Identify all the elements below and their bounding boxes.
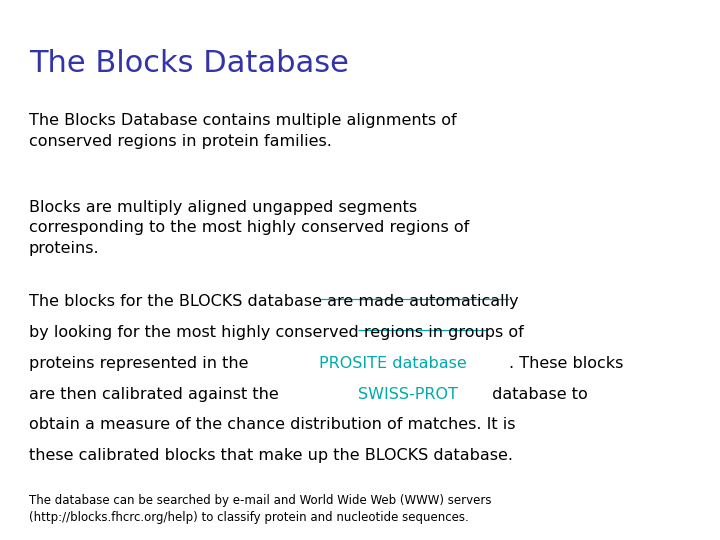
Text: The database can be searched by e-mail and World Wide Web (WWW) servers
(http://: The database can be searched by e-mail a… (29, 494, 491, 524)
Text: proteins represented in the: proteins represented in the (29, 356, 253, 371)
Text: PROSITE database: PROSITE database (319, 356, 467, 371)
Text: SWISS-PROT: SWISS-PROT (358, 387, 457, 402)
Text: by looking for the most highly conserved regions in groups of: by looking for the most highly conserved… (29, 325, 523, 340)
Text: database to: database to (487, 387, 588, 402)
Text: The Blocks Database: The Blocks Database (29, 49, 348, 78)
Text: are then calibrated against the: are then calibrated against the (29, 387, 284, 402)
Text: The Blocks Database contains multiple alignments of
conserved regions in protein: The Blocks Database contains multiple al… (29, 113, 456, 149)
Text: these calibrated blocks that make up the BLOCKS database.: these calibrated blocks that make up the… (29, 448, 513, 463)
Text: The blocks for the BLOCKS database are made automatically: The blocks for the BLOCKS database are m… (29, 294, 518, 309)
Text: . These blocks: . These blocks (509, 356, 624, 371)
Text: Blocks are multiply aligned ungapped segments
corresponding to the most highly c: Blocks are multiply aligned ungapped seg… (29, 200, 469, 255)
Text: obtain a measure of the chance distribution of matches. It is: obtain a measure of the chance distribut… (29, 417, 516, 433)
